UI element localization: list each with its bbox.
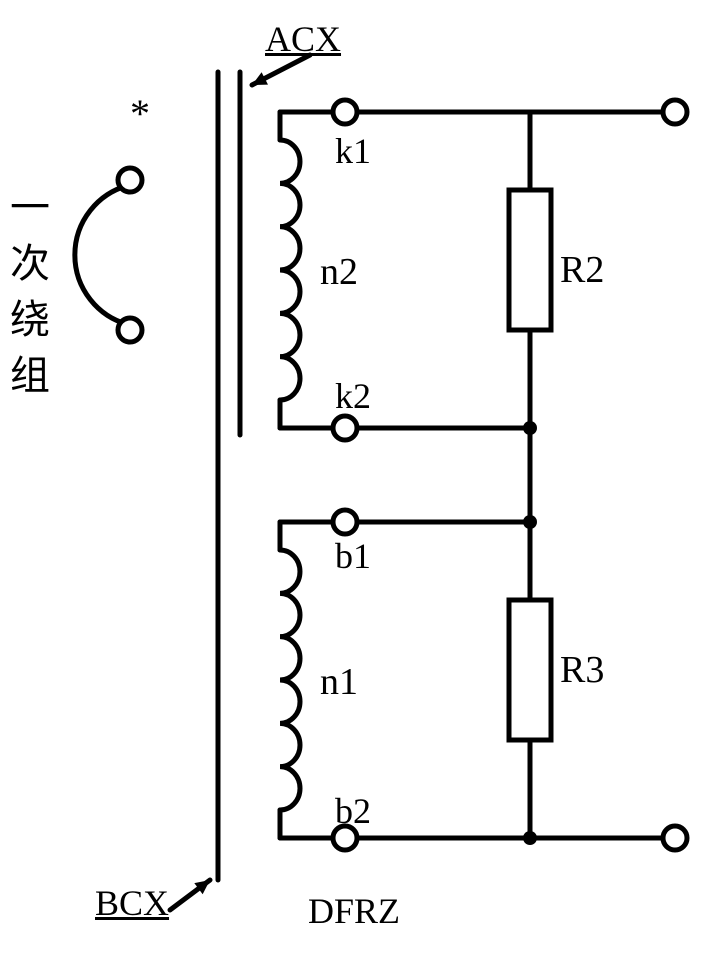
- terminal-k1-label: k1: [335, 130, 371, 172]
- terminal-k2-label: k2: [335, 375, 371, 417]
- resistor-r3-label: R3: [560, 648, 604, 692]
- resistor-r2-label: R2: [560, 248, 604, 292]
- winding-n1-label: n1: [320, 660, 358, 704]
- primary-winding-label: 一次绕组: [10, 180, 50, 404]
- winding-n2-label: n2: [320, 250, 358, 294]
- star-marker: *: [130, 90, 150, 137]
- acx-label: ACX: [265, 18, 341, 60]
- dfrz-label: DFRZ: [308, 890, 400, 932]
- bcx-label: BCX: [95, 882, 169, 924]
- terminal-b1-label: b1: [335, 535, 371, 577]
- terminal-b2-label: b2: [335, 790, 371, 832]
